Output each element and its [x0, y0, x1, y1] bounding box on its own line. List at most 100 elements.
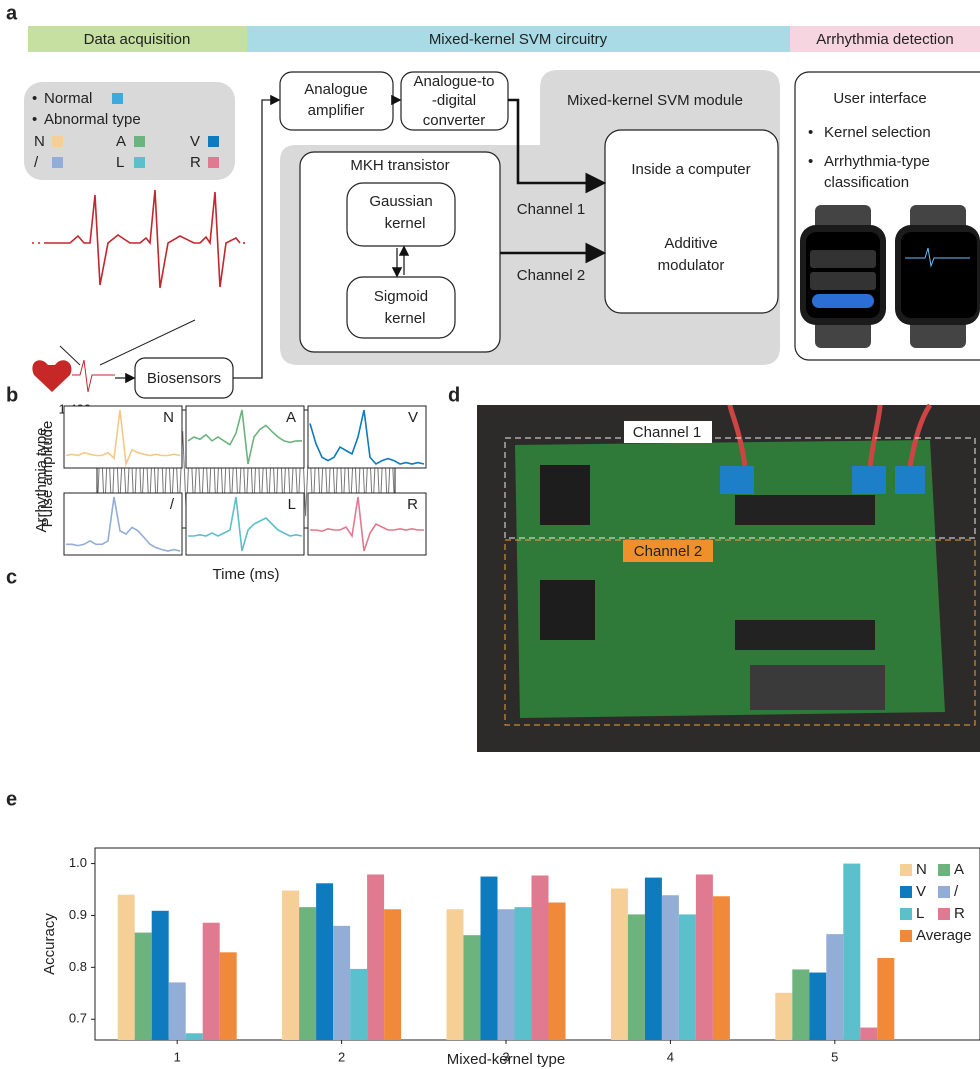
- legend-swatch: [112, 93, 123, 104]
- bullet: •: [808, 124, 813, 141]
- bar: [464, 935, 481, 1040]
- gaussian-label: kernel: [385, 215, 426, 232]
- module-label: Mixed-kernel SVM module: [567, 92, 743, 109]
- legend-label: V: [916, 883, 926, 900]
- x-axis-label: Time (ms): [213, 566, 280, 583]
- channel-label: Channel 1: [517, 201, 585, 218]
- legend-swatch: [52, 157, 63, 168]
- box: [347, 277, 455, 338]
- legend-swatch: [900, 908, 912, 920]
- ui-title: User interface: [833, 90, 926, 107]
- legend-swatch: [52, 136, 63, 147]
- arrow: [233, 100, 278, 378]
- legend-type: N: [34, 133, 45, 150]
- ui-item: classification: [824, 174, 909, 191]
- waveform-label: V: [408, 409, 418, 426]
- ui-item: Kernel selection: [824, 124, 931, 141]
- y-axis-label: Arrhythmia type: [33, 427, 50, 532]
- legend-type: R: [190, 154, 201, 171]
- x-tick-label: 4: [667, 1049, 674, 1064]
- bar: [384, 909, 401, 1040]
- bar: [367, 874, 384, 1040]
- waveform-label: L: [288, 496, 296, 513]
- bar: [860, 1028, 877, 1040]
- bar: [203, 923, 220, 1040]
- y-tick-label: 1.0: [69, 855, 87, 870]
- legend-label: A: [954, 861, 964, 878]
- legend-label: Average: [916, 927, 972, 944]
- legend-normal: Normal: [44, 90, 92, 107]
- bar: [316, 883, 333, 1040]
- waveform-frame: [64, 493, 182, 555]
- converter-label: -digital: [432, 92, 476, 109]
- panel-label: a: [6, 2, 18, 24]
- bar: [611, 888, 628, 1040]
- x-tick-label: 5: [831, 1049, 838, 1064]
- waveform-label: A: [286, 409, 296, 426]
- bar: [118, 895, 135, 1040]
- bar: [186, 1033, 203, 1040]
- bar: [696, 874, 713, 1040]
- waveform-frame: [186, 493, 304, 555]
- y-tick-label: 0.7: [69, 1011, 87, 1026]
- bar: [447, 909, 464, 1040]
- panel-label: c: [6, 566, 17, 588]
- bar: [662, 895, 679, 1040]
- bar: [877, 958, 894, 1040]
- sigmoid-label: kernel: [385, 310, 426, 327]
- bar: [532, 876, 549, 1040]
- sigmoid-label: Sigmoid: [374, 288, 428, 305]
- y-tick-label: 0.8: [69, 959, 87, 974]
- waveform-label: N: [163, 409, 174, 426]
- bar: [792, 969, 809, 1040]
- panel-label: b: [6, 384, 18, 406]
- x-tick-label: 2: [338, 1049, 345, 1064]
- bullet: •: [808, 153, 813, 170]
- y-axis-label: Accuracy: [41, 913, 58, 975]
- board-photo: [477, 405, 980, 752]
- legend-label: N: [916, 861, 927, 878]
- amplifier-label: amplifier: [308, 102, 365, 119]
- bar: [713, 896, 730, 1040]
- gaussian-label: Gaussian: [369, 193, 432, 210]
- legend-type: A: [116, 133, 126, 150]
- panel-label: d: [448, 384, 460, 406]
- legend-swatch: [134, 157, 145, 168]
- legend-swatch: [208, 136, 219, 147]
- modulator-label: modulator: [658, 257, 725, 274]
- legend-label: R: [954, 905, 965, 922]
- channel-label: Channel 2: [517, 267, 585, 284]
- bar: [679, 914, 696, 1040]
- accuracy-chart: 0.70.80.91.012345NAV/LRAverageAccuracyMi…: [41, 848, 980, 1068]
- biosensors-label: Biosensors: [147, 370, 221, 387]
- bar: [809, 973, 826, 1040]
- bar: [333, 926, 350, 1040]
- transistor-label: MKH transistor: [350, 157, 449, 174]
- bar: [135, 933, 152, 1040]
- amplifier-label: Analogue: [304, 81, 367, 98]
- legend-swatch: [900, 930, 912, 942]
- stage-label: Data acquisition: [84, 31, 191, 48]
- bar: [350, 969, 367, 1040]
- y-tick-label: 0.9: [69, 907, 87, 922]
- photo-label: Channel 2: [634, 543, 702, 560]
- legend-swatch: [938, 886, 950, 898]
- legend-type: V: [190, 133, 200, 150]
- legend-swatch: [900, 886, 912, 898]
- converter-label: converter: [423, 112, 486, 129]
- stage-label: Mixed-kernel SVM circuitry: [429, 31, 608, 48]
- ui-item: Arrhythmia-type: [824, 153, 930, 170]
- panel-label: e: [6, 788, 17, 810]
- x-tick-label: 1: [174, 1049, 181, 1064]
- legend-abnormal: Abnormal type: [44, 111, 141, 128]
- bar: [282, 891, 299, 1040]
- legend-swatch: [134, 136, 145, 147]
- bar: [169, 982, 186, 1040]
- computer-label: Inside a computer: [631, 161, 750, 178]
- bar: [826, 934, 843, 1040]
- photo-label: Channel 1: [633, 424, 701, 441]
- figure: a b c d e Data acquisition Mixed-kernel …: [0, 0, 980, 1069]
- bar: [220, 952, 237, 1040]
- bar: [152, 911, 169, 1040]
- bar: [481, 877, 498, 1040]
